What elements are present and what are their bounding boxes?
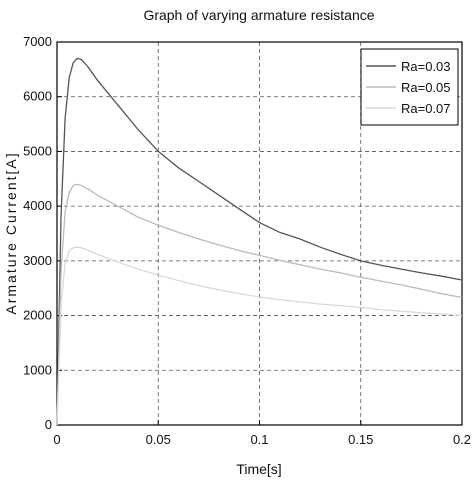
series-line-2	[56, 246, 463, 426]
y-axis-label: Armature Current[A]	[3, 151, 19, 314]
y-tick-label: 4000	[23, 198, 52, 213]
y-tick-label: 7000	[23, 34, 52, 49]
series-lines	[56, 57, 463, 426]
legend-label-0: Ra=0.03	[401, 59, 451, 74]
y-axis: 0 1000 2000 3000 4000 5000 6000 7000	[23, 34, 62, 432]
y-tick-label: 5000	[23, 143, 52, 158]
x-tick-label: 0	[53, 432, 60, 447]
legend-label-1: Ra=0.05	[401, 80, 451, 95]
y-tick-label: 0	[45, 417, 52, 432]
x-tick-label: 0.05	[146, 432, 171, 447]
legend-label-2: Ra=0.07	[401, 101, 451, 116]
x-tick-label: 0.15	[348, 432, 373, 447]
series-line-1	[56, 183, 463, 426]
y-tick-label: 3000	[23, 253, 52, 268]
x-axis-label: Time[s]	[236, 461, 281, 477]
y-tick-label: 2000	[23, 308, 52, 323]
legend: Ra=0.03 Ra=0.05 Ra=0.07	[360, 48, 459, 126]
y-tick-label: 6000	[23, 89, 52, 104]
chart-title: Graph of varying armature resistance	[143, 7, 374, 23]
x-axis: 0 0.05 0.1 0.15 0.2	[53, 420, 471, 447]
series-line-0	[56, 57, 463, 426]
x-tick-label: 0.1	[250, 432, 268, 447]
y-tick-label: 1000	[23, 362, 52, 377]
x-tick-label: 0.2	[453, 432, 471, 447]
